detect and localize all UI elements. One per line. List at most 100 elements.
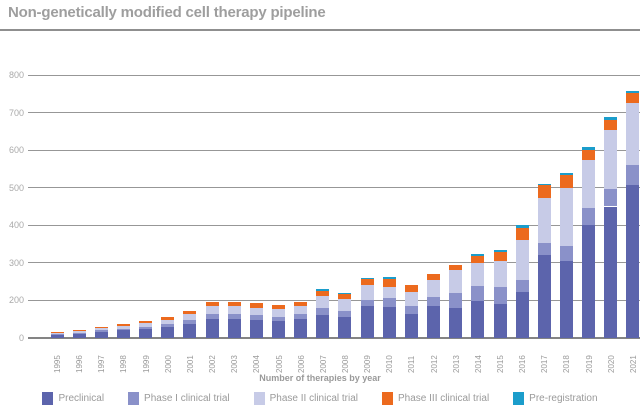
bar-segment [72,332,86,334]
x-tick-label: 2003 [230,355,240,373]
bar-segment [316,307,330,316]
legend-label: Pre-registration [529,393,598,404]
x-tick-label: 2011 [407,355,417,373]
x-tick-label: 2016 [518,355,528,373]
legend-label: Preclinical [58,393,105,404]
bar-segment [360,306,374,338]
bar-segment [471,301,485,338]
legend-label: Phase II clinical trial [269,393,359,404]
bar-segment [471,286,485,302]
x-tick-label: 2006 [296,355,306,373]
bar-segment [50,334,64,338]
x-tick-label: 2015 [496,355,505,373]
bar-segment [183,310,197,314]
bar-segment [449,307,463,338]
legend-item: Preclinical [42,392,104,405]
bar-segment [72,333,86,338]
bar-segment [471,254,485,256]
bar-segment [404,292,418,307]
bar-segment [161,327,175,338]
bar-segment [626,90,640,94]
bar-segment [404,285,418,293]
bar-segment [604,117,618,120]
x-tick-label: 2013 [451,355,461,373]
bar-segment [626,184,640,338]
y-tick-label: 500 [8,182,24,193]
x-tick-label: 2008 [340,355,350,373]
y-tick-label: 800 [8,70,24,80]
gridline [28,112,640,114]
bar-segment [316,288,330,291]
gridline [28,262,640,264]
y-tick-label: 300 [8,257,24,268]
bar-segment [139,326,153,329]
bar-segment [338,310,352,318]
bar-segment [382,286,396,299]
x-tick-label: 1998 [119,355,129,373]
bar-segment [382,307,396,338]
bar-segment [604,189,618,207]
bar-segment [582,149,596,160]
bar-segment [582,208,596,226]
bar-segment [559,173,573,175]
x-tick-label: 2000 [163,355,173,373]
bar-segment [559,188,573,247]
legend-item: Pre-registration [513,392,598,405]
bar-segment [360,278,374,280]
x-tick-label: 2007 [318,355,328,373]
bar-segment [604,206,618,338]
x-tick-label: 2020 [606,355,616,373]
bar-segment [316,295,330,308]
bar-segment [404,306,418,314]
bar-segment [183,313,197,320]
bar-segment [427,306,441,338]
bar-segment [626,102,640,165]
bar-segment [205,314,219,320]
bar-segment [427,274,441,280]
legend-swatch [42,392,54,405]
bar-segment [161,317,175,320]
bar-segment [604,119,618,130]
bar-segment [360,299,374,307]
bar-segment [382,276,396,279]
y-tick-label: 400 [8,220,24,231]
bar-segment [559,174,573,189]
bar-segment [161,324,175,328]
gridline [28,74,640,76]
bar-segment [294,301,308,307]
title-divider [0,29,640,31]
bar-segment [382,279,396,287]
bar-segment [515,224,529,228]
bar-segment [272,321,285,338]
x-tick-label: 2001 [185,355,195,373]
bar-segment [227,319,241,338]
bar-segment [537,254,551,338]
bar-segment [205,306,219,315]
x-tick-label: 2012 [429,355,439,373]
bar-segment [227,306,241,315]
legend-swatch [382,392,394,405]
bar-segment [404,313,418,338]
x-tick-label: 2002 [208,355,218,373]
bar-segment [50,331,64,333]
bar-segment [139,321,153,323]
bar-segment [582,225,596,338]
legend-swatch [253,392,265,405]
bar-segment [338,317,352,338]
bar-segment [582,147,596,150]
bar-segment [116,330,130,338]
bar-segment [161,319,175,325]
x-tick-label: 1997 [97,355,107,373]
legend-swatch [128,392,140,405]
bar-segment [249,315,263,320]
x-tick-label: 2014 [473,355,483,373]
bar-segment [205,319,219,338]
bar-segment [338,293,352,299]
x-tick-label: 2004 [252,355,262,373]
gridline [28,149,640,151]
bar-segment [515,239,529,280]
bar-segment [50,333,64,335]
gridline [28,224,640,226]
